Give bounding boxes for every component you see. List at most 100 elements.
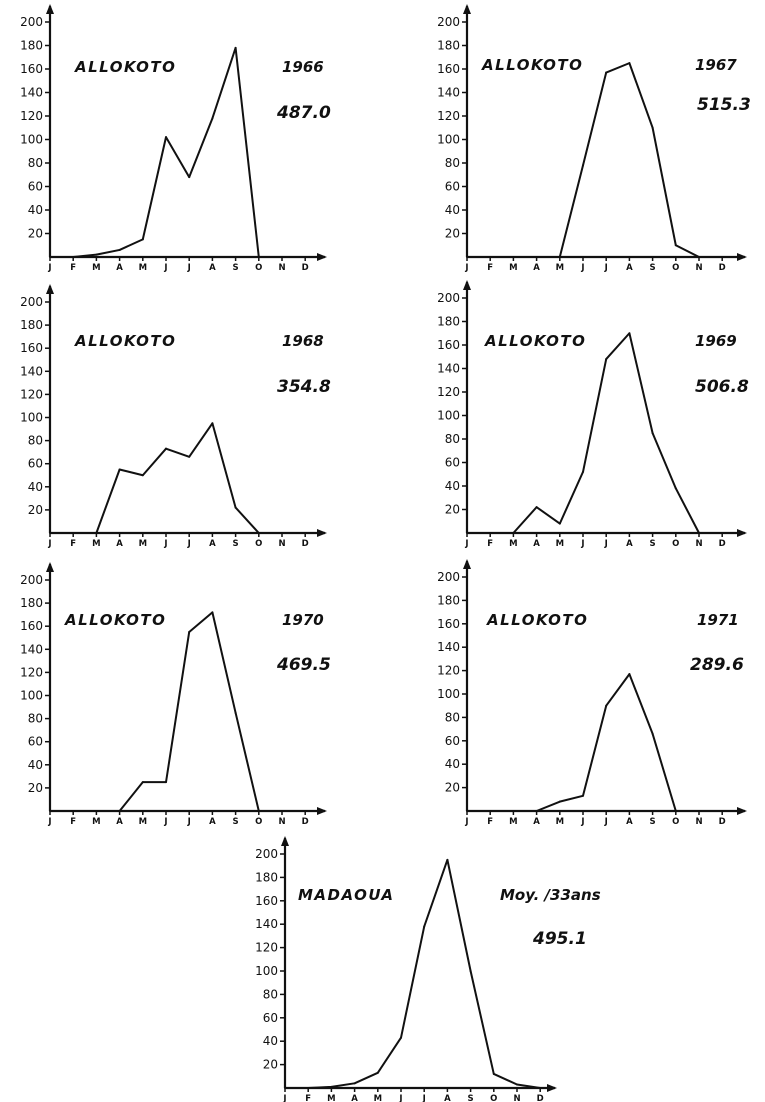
y-tick-label: 100	[437, 133, 460, 147]
data-point	[118, 468, 121, 471]
y-tick-label: 40	[28, 480, 43, 494]
data-point	[512, 532, 515, 534]
x-tick-label: D	[302, 539, 309, 549]
y-tick-label: 60	[445, 456, 460, 470]
year-label: 1968	[282, 332, 324, 350]
x-tick-label: N	[695, 817, 702, 827]
data-point	[118, 810, 121, 812]
y-tick-label: 120	[255, 941, 278, 955]
station-label: ALLOKOTO	[486, 611, 588, 629]
data-point	[605, 704, 608, 707]
x-tick-label: N	[695, 539, 702, 549]
x-tick-label: F	[70, 539, 76, 549]
data-point	[234, 46, 237, 49]
data-point	[165, 447, 167, 450]
y-tick-label: 180	[20, 318, 43, 332]
x-tick-label: S	[468, 1094, 474, 1102]
x-tick-label: M	[327, 1094, 335, 1102]
data-point	[674, 487, 677, 490]
data-point	[469, 970, 472, 972]
x-tick-label: F	[305, 1094, 311, 1102]
y-tick-label: 120	[20, 387, 43, 401]
data-point	[698, 256, 700, 258]
data-point	[188, 630, 191, 633]
data-point	[512, 256, 515, 258]
y-tick-label: 80	[28, 156, 43, 170]
x-tick-label: F	[487, 817, 493, 827]
x-tick-label: S	[650, 263, 656, 273]
y-tick-label: 100	[20, 689, 43, 703]
y-tick-label: 80	[28, 434, 43, 448]
y-tick-label: 140	[437, 86, 460, 100]
y-tick-label: 120	[437, 664, 460, 678]
x-tick-label: M	[509, 539, 517, 549]
x-tick-label: D	[719, 817, 726, 827]
data-point	[211, 117, 214, 120]
y-tick-label: 120	[437, 109, 460, 123]
x-tick-label: M	[139, 817, 147, 827]
data-point	[281, 810, 283, 812]
data-point	[489, 256, 492, 258]
y-tick-label: 20	[445, 781, 460, 795]
annual-total-label: 515.3	[697, 95, 751, 115]
x-tick-label: S	[650, 539, 656, 549]
data-point	[466, 256, 468, 258]
y-tick-label: 140	[437, 640, 460, 654]
y-tick-label: 60	[28, 180, 43, 194]
annual-total-label: 289.6	[690, 655, 744, 675]
x-tick-label: D	[719, 539, 726, 549]
x-tick-label: A	[116, 817, 123, 827]
data-point	[466, 532, 468, 534]
x-tick-label: J	[47, 263, 51, 273]
x-tick-label: A	[209, 539, 216, 549]
x-tick-label: A	[209, 263, 216, 273]
data-point	[353, 1082, 356, 1085]
x-axis-arrow	[737, 253, 747, 261]
y-tick-label: 60	[445, 734, 460, 748]
y-tick-label: 100	[437, 409, 460, 423]
x-tick-label: S	[233, 539, 239, 549]
rainfall-series-line	[467, 673, 723, 812]
x-tick-label: N	[278, 817, 285, 827]
x-tick-label: M	[556, 539, 564, 549]
y-tick-label: 20	[263, 1058, 278, 1072]
x-tick-label: J	[580, 817, 584, 827]
rainfall-series-line	[50, 46, 306, 258]
x-tick-label: A	[626, 539, 633, 549]
x-axis-arrow	[317, 253, 327, 261]
data-point	[234, 711, 237, 714]
data-point	[535, 810, 538, 812]
y-tick-label: 200	[255, 847, 278, 861]
x-tick-label: J	[187, 539, 191, 549]
data-point	[721, 810, 724, 812]
y-tick-label: 60	[28, 735, 43, 749]
y-tick-label: 40	[28, 203, 43, 217]
x-axis-arrow	[547, 1084, 557, 1092]
x-tick-label: M	[556, 817, 564, 827]
data-point	[72, 532, 75, 534]
data-point	[492, 1072, 495, 1075]
annual-total-label: 469.5	[276, 655, 331, 675]
data-point	[49, 532, 51, 534]
y-tick-label: 40	[28, 758, 43, 772]
year-label: 1967	[695, 56, 737, 74]
x-axis-arrow	[737, 807, 747, 815]
x-axis-arrow	[317, 529, 327, 537]
y-tick-label: 180	[437, 593, 460, 607]
y-tick-label: 200	[437, 570, 460, 584]
x-tick-label: J	[604, 263, 608, 273]
x-tick-label: F	[487, 539, 493, 549]
x-tick-label: O	[490, 1094, 497, 1102]
data-point	[211, 422, 214, 425]
y-axis-arrow	[46, 4, 54, 14]
chart-panel: 20 40 60 80 100 120 140 160 180 200 J F M A M J J A S O N D AL…	[20, 562, 331, 827]
x-tick-label: M	[92, 539, 100, 549]
x-tick-label: O	[672, 263, 679, 273]
y-tick-label: 140	[20, 364, 43, 378]
y-tick-label: 120	[437, 385, 460, 399]
y-tick-label: 120	[20, 665, 43, 679]
data-point	[141, 781, 144, 784]
data-point	[698, 532, 700, 534]
y-tick-label: 80	[445, 432, 460, 446]
annual-total-label: 495.1	[532, 929, 587, 949]
